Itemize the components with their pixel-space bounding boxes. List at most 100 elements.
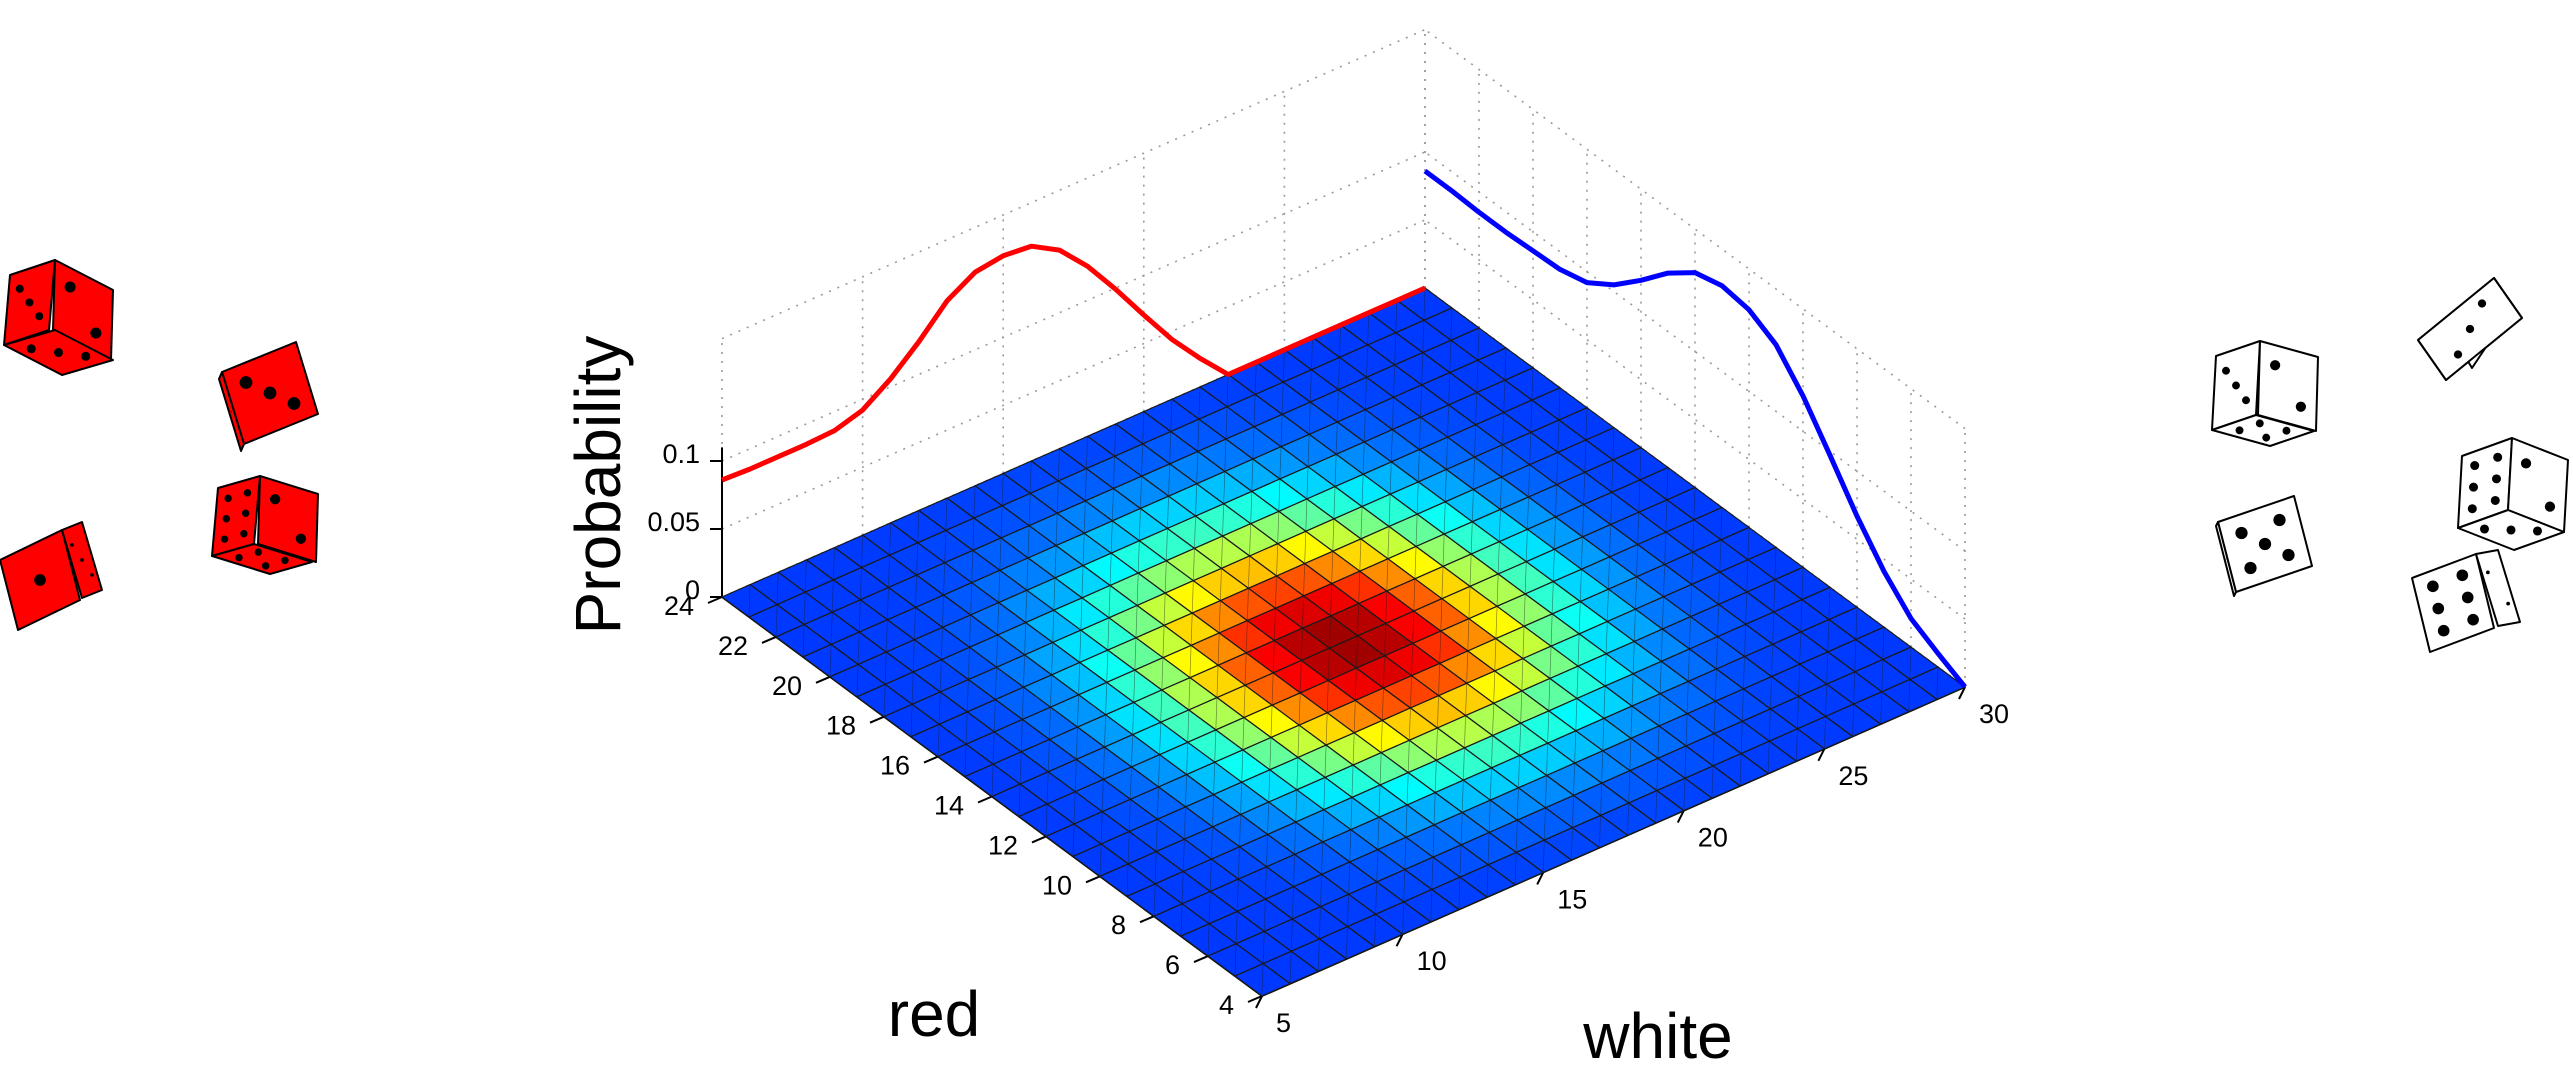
surface-cell-edge: [1464, 715, 1466, 748]
die-pip: [224, 494, 232, 503]
surface-cell-edge: [1548, 678, 1551, 711]
surface-cell-edge: [1610, 492, 1613, 525]
surface-cell-edge: [937, 724, 940, 757]
surface-cell-edge: [1383, 655, 1385, 689]
die-pip: [2490, 495, 2500, 505]
red-tick-label: 24: [664, 591, 694, 621]
surface-cell-edge: [1716, 636, 1718, 670]
die-pip: [261, 562, 270, 570]
surface-cell-edge: [1027, 525, 1030, 558]
surface-cell-edge: [1627, 802, 1630, 836]
surface-cell-edge: [1078, 662, 1081, 695]
surface-cell-edge: [1020, 719, 1023, 752]
surface-cell-edge: [1718, 572, 1721, 605]
surface-cell-edge: [1168, 463, 1171, 497]
surface-cell-edge: [1281, 382, 1284, 415]
surface-cell-edge: [1773, 579, 1776, 612]
surface-cell-edge: [1501, 444, 1503, 478]
surface-cell-edge: [1277, 511, 1280, 544]
surface-cell-edge: [1543, 807, 1546, 841]
surface-cell-edge: [1551, 581, 1554, 614]
die-icon: [2457, 437, 2569, 551]
surface-cell-edge: [1211, 826, 1213, 860]
surface-cell-edge: [1599, 815, 1601, 848]
surface-cell-edge: [1603, 686, 1606, 719]
surface-cell-edge: [1474, 424, 1476, 458]
surface-cell-edge: [1523, 593, 1526, 627]
surface-cell-edge: [1245, 620, 1248, 653]
surface-cell-edge: [1656, 758, 1659, 791]
surface-cell-edge: [1473, 457, 1475, 490]
surface-cell-edge: [1181, 871, 1184, 904]
surface-cell-edge: [1377, 817, 1380, 850]
surface-cell-edge: [1546, 743, 1549, 776]
surface-cell-edge: [1107, 617, 1110, 651]
surface-cell-edge: [1446, 437, 1448, 470]
surface-cell-edge: [1435, 727, 1438, 761]
surface-cell-edge: [1157, 786, 1159, 820]
surface-cell-edge: [1073, 791, 1076, 825]
surface-cell-edge: [1243, 685, 1246, 718]
surface-cell-edge: [1238, 846, 1240, 880]
surface-cell-edge: [1528, 464, 1530, 498]
surface-cell-edge: [1432, 824, 1435, 858]
surface-cell-edge: [965, 711, 968, 745]
surface-cell-edge: [1212, 794, 1214, 827]
surface-cell-edge: [1443, 501, 1446, 535]
surface-cell-edge: [1273, 608, 1276, 641]
red-tick-label: 10: [1042, 870, 1072, 900]
surface-cell-edge: [945, 498, 948, 531]
surface-cell-edge: [1165, 528, 1168, 561]
surface-cell-edge: [1712, 733, 1715, 766]
surface-cell-edge: [1745, 592, 1748, 625]
surface-cell-edge: [1442, 534, 1445, 567]
surface-cell-edge: [1854, 639, 1857, 672]
surface-cell-edge: [1385, 591, 1388, 624]
surface-cell-edge: [1153, 883, 1156, 917]
die-pip: [2485, 570, 2490, 575]
surface-cell-edge: [1131, 734, 1133, 768]
surface-cell-edge: [914, 607, 916, 640]
surface-cell-edge: [1524, 561, 1527, 594]
die-pip: [2437, 624, 2450, 637]
surface-cell-edge: [992, 731, 995, 765]
die-pip: [2461, 591, 2474, 604]
surface-cell-edge: [1570, 827, 1573, 861]
surface-cell-edge: [1159, 722, 1162, 755]
surface-cell-edge: [1666, 467, 1669, 500]
surface-cell-edge: [1335, 421, 1338, 455]
surface-cell-edge: [1266, 834, 1268, 867]
surface-cell-edge: [1423, 287, 1426, 321]
surface-cell-edge: [1582, 504, 1584, 537]
white-axis-label: white: [1582, 1000, 1732, 1072]
surface-cell-edge: [1019, 751, 1022, 785]
surface-cell-edge: [1376, 849, 1379, 882]
surface-cell-edge: [1023, 654, 1025, 688]
die-pip: [2467, 504, 2477, 514]
die-pip: [2262, 433, 2271, 442]
surface-cell-edge: [1574, 730, 1577, 764]
surface-cell-edge: [1386, 558, 1389, 592]
tick-mark: [1817, 748, 1826, 762]
die-icon: [218, 341, 319, 452]
surface-cell-edge: [1636, 544, 1638, 577]
surface-cell-edge: [1024, 622, 1027, 655]
tick-mark: [1255, 995, 1263, 1009]
surface-cell-edge: [1086, 436, 1088, 469]
die-pip: [2225, 558, 2227, 560]
surface-cell-edge: [1795, 728, 1798, 762]
die-pip: [2222, 366, 2230, 375]
red-tick-label: 14: [934, 791, 964, 821]
surface-cell-edge: [1498, 509, 1501, 542]
surface-cell-edge: [1686, 681, 1689, 714]
surface-cell-edge: [887, 587, 889, 620]
surface-cell-edge: [1329, 615, 1331, 649]
surface-cell-edge: [1458, 877, 1461, 910]
surface-cell-edge: [1402, 901, 1405, 935]
surface-cell-edge: [1798, 664, 1800, 697]
surface-cell-edge: [748, 584, 751, 617]
die-pip: [263, 386, 277, 400]
die-pip: [287, 397, 301, 410]
surface-cell-edge: [1180, 903, 1183, 937]
